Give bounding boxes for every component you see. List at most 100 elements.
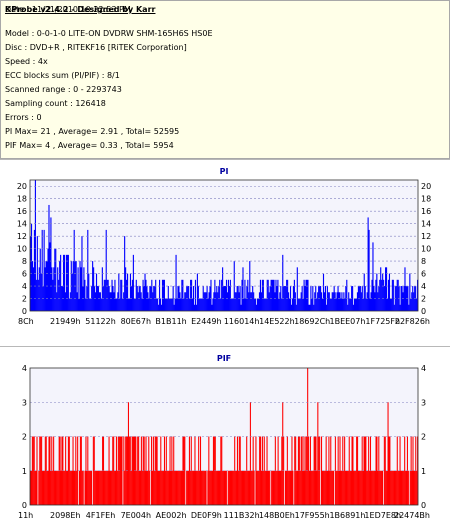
data-bar <box>211 470 213 505</box>
y-tick-label-left: 18 <box>17 195 27 204</box>
data-bar <box>80 436 82 505</box>
data-bar <box>386 298 389 311</box>
data-bar <box>34 470 36 505</box>
data-bar <box>287 470 289 505</box>
data-bar <box>360 470 362 505</box>
data-bar <box>88 273 90 311</box>
x-tick-label: 148B0Eh <box>259 511 295 520</box>
data-bar <box>235 292 237 311</box>
data-bar <box>141 298 143 311</box>
data-bar <box>341 470 343 505</box>
data-bar <box>243 470 245 505</box>
data-bar <box>346 279 348 311</box>
data-bar <box>204 470 206 505</box>
data-bar <box>248 470 250 505</box>
plot-frame <box>29 179 419 312</box>
data-bar <box>197 470 199 505</box>
data-bar <box>99 292 101 311</box>
data-bar <box>112 436 114 505</box>
data-bar <box>69 470 71 505</box>
data-bar <box>331 292 333 311</box>
data-bar <box>139 470 141 505</box>
data-bar <box>62 254 65 311</box>
data-bar <box>87 229 89 311</box>
data-bar <box>215 292 217 311</box>
data-bar <box>373 470 375 505</box>
data-bar <box>370 470 372 505</box>
data-bar <box>350 298 352 311</box>
data-bar <box>30 470 32 505</box>
data-bar <box>214 279 216 311</box>
data-bar <box>252 286 254 311</box>
data-bar <box>109 470 111 505</box>
data-bar <box>363 273 365 311</box>
y-tick-label-left: 16 <box>17 207 27 216</box>
data-bar <box>327 470 329 505</box>
data-bar <box>177 470 179 505</box>
data-bar <box>291 298 294 311</box>
data-bar <box>43 229 45 311</box>
data-bar <box>347 304 349 311</box>
data-bar <box>310 470 312 505</box>
data-bar <box>279 292 281 311</box>
data-bar <box>65 436 67 505</box>
data-bar <box>221 279 223 311</box>
data-bar <box>251 292 253 311</box>
data-bar <box>321 470 323 505</box>
data-bar <box>104 470 106 505</box>
data-bar <box>282 402 284 505</box>
data-bar <box>105 470 107 505</box>
data-bar <box>369 298 371 311</box>
data-bar <box>268 292 270 311</box>
data-bar <box>272 470 274 505</box>
data-bar <box>355 298 358 311</box>
data-bar <box>110 292 112 311</box>
data-bar <box>210 279 212 311</box>
data-bar <box>354 470 356 505</box>
data-bar <box>295 304 297 311</box>
x-tick-label: 14E522h <box>259 317 295 326</box>
data-bar <box>149 470 151 505</box>
data-bar <box>345 286 347 311</box>
data-bar <box>236 286 238 311</box>
data-bar <box>42 470 44 505</box>
data-bar <box>195 470 197 505</box>
data-bar <box>116 298 118 311</box>
data-bar <box>63 470 65 505</box>
data-bar <box>121 279 123 311</box>
data-bar <box>31 436 33 505</box>
x-tick-label: 7E004h <box>121 511 151 520</box>
data-bar <box>403 470 405 505</box>
x-tick-label: 1B6891h <box>329 511 365 520</box>
data-bar <box>320 286 322 311</box>
data-bar <box>72 261 74 311</box>
data-bar <box>66 470 69 505</box>
data-bar <box>328 436 330 505</box>
data-bar <box>53 436 55 505</box>
x-tick-label: DE0F9h <box>191 511 222 520</box>
data-bar <box>272 279 274 311</box>
data-bar <box>63 254 66 311</box>
data-bar <box>334 292 336 311</box>
data-bar <box>66 254 68 311</box>
data-bar <box>116 470 118 505</box>
data-bar <box>111 279 113 311</box>
data-bar <box>192 470 194 505</box>
data-bar <box>54 470 56 505</box>
data-bar <box>194 279 197 311</box>
data-bar <box>221 436 223 505</box>
data-bar <box>205 470 207 505</box>
data-bar <box>326 470 328 505</box>
data-bar <box>333 470 335 505</box>
data-bar <box>155 436 157 505</box>
app-title: KProbe v2.4.2 - Designed by Karr <box>5 5 156 14</box>
data-bar <box>158 470 160 505</box>
data-bar <box>61 286 63 311</box>
data-bar <box>171 298 173 311</box>
y-tick-label-right: 12 <box>421 232 431 241</box>
x-tick-label: 51122h <box>85 317 116 326</box>
data-bar <box>277 279 279 311</box>
y-tick-label-left: 4 <box>22 364 27 373</box>
data-bar <box>66 470 68 505</box>
data-bar <box>130 470 132 505</box>
